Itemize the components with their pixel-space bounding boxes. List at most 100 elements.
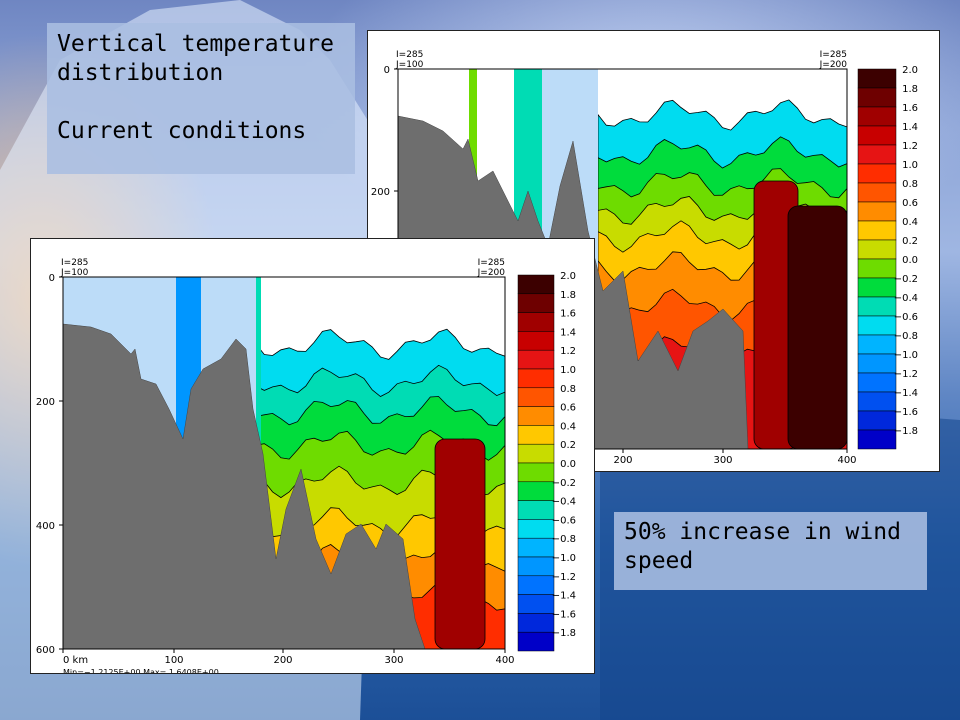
y-tick-label: 200	[371, 187, 390, 198]
colorbar-swatch	[857, 87, 897, 108]
corner-label-left: I=285	[61, 258, 88, 268]
colorbar-label: 1.6	[560, 309, 576, 320]
colorbar-label: −1.8	[552, 628, 576, 639]
colorbar-label: −0.2	[894, 274, 918, 285]
colorbar-label: −0.2	[552, 478, 576, 489]
colorbar-swatch	[517, 500, 555, 520]
colorbar-label: 1.0	[902, 160, 918, 171]
title-box: Vertical temperature distribution Curren…	[47, 23, 355, 174]
colorbar-label: 0.2	[560, 440, 576, 451]
colorbar-swatch	[857, 239, 897, 260]
colorbar-swatch	[517, 613, 555, 633]
colorbar-swatch	[857, 315, 897, 336]
colorbar-label: −1.6	[894, 407, 918, 418]
colorbar-label: 0.4	[902, 217, 918, 228]
colorbar-label: −1.8	[894, 426, 918, 437]
y-tick-label: 600	[36, 645, 55, 656]
colorbar-label: 0.6	[902, 198, 918, 209]
corner-label-left: J=100	[395, 60, 424, 70]
colorbar-swatch	[857, 277, 897, 298]
colorbar-label: 1.2	[560, 346, 576, 357]
colorbar-label: 0.8	[902, 179, 918, 190]
colorbar-swatch	[517, 537, 555, 558]
colorbar-swatch	[517, 293, 555, 313]
title-line-2: distribution	[57, 60, 224, 86]
x-tick-label: 400	[837, 455, 856, 466]
deep-warm-column	[787, 205, 848, 450]
x-tick-label: 300	[713, 455, 732, 466]
x-tick-label: 200	[613, 455, 632, 466]
plot-frame	[62, 276, 506, 650]
y-tick-label: 200	[36, 397, 55, 408]
colorbar-swatch	[857, 163, 897, 184]
colorbar-swatch	[857, 372, 897, 393]
x-tick-label: 200	[273, 655, 292, 666]
colorbar-swatch	[517, 387, 555, 407]
colorbar-label: −1.0	[894, 350, 918, 361]
colorbar-swatch	[857, 220, 897, 241]
colorbar-label: 2.0	[902, 65, 918, 76]
colorbar-swatch	[517, 331, 555, 351]
caption-wind-increase: 50% increase in wind speed	[624, 519, 901, 574]
corner-label-right: J=200	[477, 268, 506, 278]
colorbar-label: −0.6	[894, 312, 918, 323]
colorbar-label: 1.2	[902, 141, 918, 152]
colorbar-label: −1.2	[894, 369, 918, 380]
colorbar-swatch	[517, 406, 555, 426]
colorbar-label: −0.4	[552, 497, 576, 508]
colorbar-label: 0.2	[902, 236, 918, 247]
corner-label-left: J=100	[60, 268, 89, 278]
colorbar-label: 0.4	[560, 421, 576, 432]
colorbar-swatch	[857, 106, 897, 127]
colorbar-label: 0.0	[902, 255, 918, 266]
colorbar-swatch	[517, 519, 555, 539]
colorbar-swatch	[857, 429, 897, 450]
colorbar-label: −0.8	[552, 534, 576, 545]
colorbar-label: −0.6	[552, 515, 576, 526]
colorbar-label: −1.0	[552, 553, 576, 564]
x-tick-label: 400	[495, 655, 514, 666]
x-tick-label: 100	[164, 655, 183, 666]
colorbar-label: 2.0	[560, 271, 576, 282]
chart-panel-wind: I=285 J=100 I=285 J=200 0 200 400 600 0 km 100 200…	[30, 238, 595, 674]
colorbar-label: 0.8	[560, 384, 576, 395]
colorbar-label: 0.0	[560, 459, 576, 470]
colorbar-swatch	[857, 334, 897, 355]
x-tick-label: 300	[384, 655, 403, 666]
colorbar-swatch	[517, 443, 555, 464]
colorbar-swatch	[517, 312, 555, 332]
colorbar-swatch	[517, 274, 555, 295]
stats-label: Min=−1.2125E+00 Max= 1.6408E+00	[63, 668, 219, 673]
colorbar-swatch	[857, 410, 897, 431]
colorbar-swatch	[517, 481, 555, 501]
corner-label-right: I=285	[820, 50, 847, 60]
colorbar-label: 0.6	[560, 403, 576, 414]
deep-warm-column	[434, 438, 486, 650]
colorbar-label: −1.2	[552, 572, 576, 583]
colorbar-swatch	[517, 462, 555, 483]
colorbar-swatch	[857, 353, 897, 374]
colorbar-swatch	[517, 349, 555, 370]
colorbar-swatch	[517, 556, 555, 577]
bathymetry	[62, 323, 426, 650]
y-tick-label: 0	[384, 65, 390, 76]
colorbar-swatch	[857, 258, 897, 279]
colorbar-label: 1.6	[902, 103, 918, 114]
colorbar-label: 1.8	[902, 84, 918, 95]
colorbar-swatch	[857, 182, 897, 203]
colorbar-swatch	[517, 368, 555, 389]
colorbar-label: −0.8	[894, 331, 918, 342]
colorbar-swatch	[857, 125, 897, 146]
colorbar-label: −1.4	[894, 388, 918, 399]
y-tick-label: 400	[36, 521, 55, 532]
colorbar-label: −1.6	[552, 609, 576, 620]
colorbar-swatch	[857, 68, 897, 89]
colorbar-label: −1.4	[552, 591, 576, 602]
colorbar-swatch	[517, 594, 555, 614]
colorbar-label: 1.4	[902, 122, 918, 133]
y-tick-label: 0	[49, 273, 55, 284]
colorbar-swatch	[857, 296, 897, 317]
colorbar-swatch	[857, 144, 897, 165]
colorbar-swatch	[517, 575, 555, 595]
